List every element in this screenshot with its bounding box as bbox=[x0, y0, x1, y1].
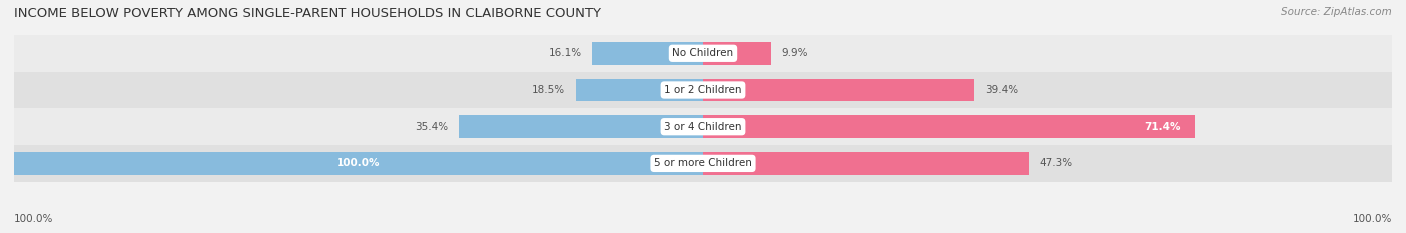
Text: 5 or more Children: 5 or more Children bbox=[654, 158, 752, 168]
Bar bbox=[14, 152, 703, 175]
Bar bbox=[14, 35, 1392, 72]
Text: 47.3%: 47.3% bbox=[1039, 158, 1073, 168]
Text: 39.4%: 39.4% bbox=[984, 85, 1018, 95]
Bar bbox=[575, 79, 703, 101]
Text: No Children: No Children bbox=[672, 48, 734, 58]
Bar bbox=[703, 42, 772, 65]
Text: 100.0%: 100.0% bbox=[1353, 214, 1392, 224]
Text: 18.5%: 18.5% bbox=[531, 85, 565, 95]
Bar bbox=[14, 145, 1392, 182]
Text: 9.9%: 9.9% bbox=[782, 48, 808, 58]
Text: 71.4%: 71.4% bbox=[1144, 122, 1181, 132]
Bar bbox=[592, 42, 703, 65]
Bar bbox=[460, 115, 703, 138]
Bar bbox=[703, 79, 974, 101]
Text: 100.0%: 100.0% bbox=[14, 214, 53, 224]
Text: 100.0%: 100.0% bbox=[337, 158, 380, 168]
Text: 1 or 2 Children: 1 or 2 Children bbox=[664, 85, 742, 95]
Bar bbox=[14, 108, 1392, 145]
Text: 35.4%: 35.4% bbox=[416, 122, 449, 132]
Text: INCOME BELOW POVERTY AMONG SINGLE-PARENT HOUSEHOLDS IN CLAIBORNE COUNTY: INCOME BELOW POVERTY AMONG SINGLE-PARENT… bbox=[14, 7, 600, 20]
Text: 16.1%: 16.1% bbox=[548, 48, 582, 58]
Bar bbox=[14, 72, 1392, 108]
Bar bbox=[703, 152, 1029, 175]
Text: Source: ZipAtlas.com: Source: ZipAtlas.com bbox=[1281, 7, 1392, 17]
Bar bbox=[703, 115, 1195, 138]
Text: 3 or 4 Children: 3 or 4 Children bbox=[664, 122, 742, 132]
